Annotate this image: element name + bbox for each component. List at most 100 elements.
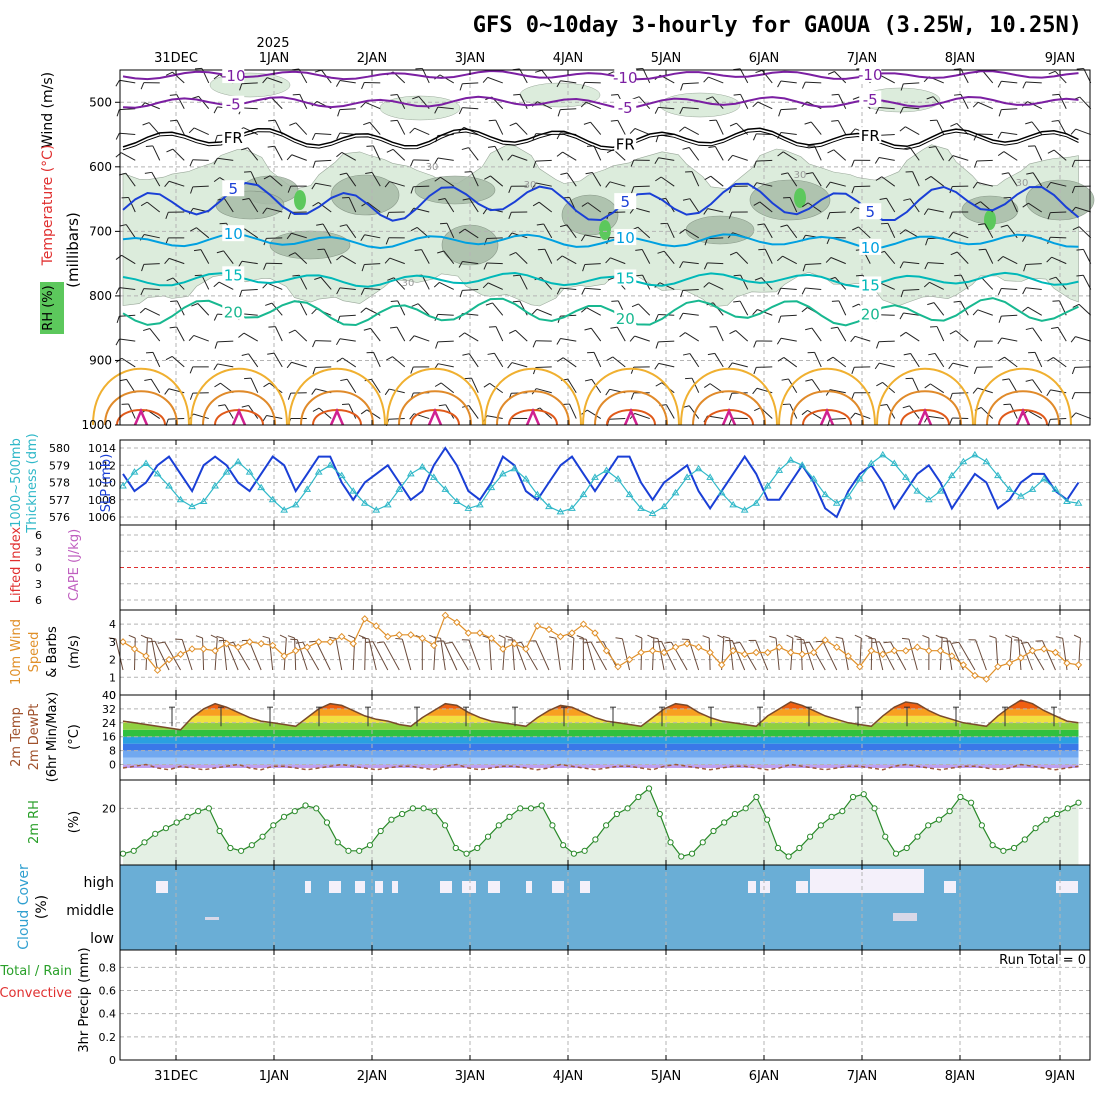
rh-label: 30 [524,180,537,191]
rh2m-marker [883,834,888,839]
x-label-bottom: 5JAN [651,1069,682,1084]
x-label-top: 6JAN [749,51,780,66]
wind-barb [266,238,282,239]
rh2m-marker [926,823,931,828]
rh2m-marker [1054,811,1059,816]
wind-barb-flag [611,301,618,302]
wind-barb-flag [268,120,275,121]
precip-tick-label: 0.6 [99,985,117,998]
isotherm-label: -5 [226,96,241,114]
wind-barb [977,160,993,161]
rh2m-marker [292,809,297,814]
x-label-bottom: 3JAN [455,1069,486,1084]
rh2m-marker [357,848,362,853]
rh2m-marker [679,854,684,859]
rh2m-marker [797,845,802,850]
rh2m-marker [571,851,576,856]
wind-barb-flag [293,94,300,95]
wind-barb-flag [513,275,520,276]
rh-blob [686,216,754,244]
isotherm-label: 5 [228,180,238,198]
rh2m-tick-label: 20 [102,802,116,815]
rh2m-marker [646,786,651,791]
wind-barb-flag [816,641,823,642]
rh2m-marker [475,845,480,850]
temp-tick-label: 24 [102,717,116,730]
rh2m-marker [271,823,276,828]
rh-peak [984,210,996,230]
rh2m-marker [400,811,405,816]
temp-tick-label: 8 [109,745,116,758]
temp-tick-label: 0 [109,759,116,772]
rh2m-marker [850,794,855,799]
cloud-gap [440,881,452,893]
rh2m-marker [604,823,609,828]
x-label-top: 5JAN [651,51,682,66]
rh2m-marker [185,814,190,819]
temp-axis-label: 2m DewPt [27,704,42,771]
rh2m-marker [1044,817,1049,822]
rh2m-marker [979,823,984,828]
isotherm-label: 20 [224,304,243,322]
x-label-bottom: 31DEC [154,1069,198,1084]
rh-blob [415,176,495,204]
wind-barb-flag [1077,69,1084,70]
rh2m-marker [496,823,501,828]
rh2m-marker [732,811,737,816]
rh2m-marker [120,851,125,856]
wind-barb-flag [979,249,986,250]
wind-barb-flag [579,639,586,640]
run-total-label: Run Total = 0 [999,953,1086,968]
rh2m-marker [593,837,598,842]
wind-barb-flag [734,94,741,95]
temp-color-band [120,723,1090,730]
rh2m-marker [668,840,673,845]
cloud-gap [552,881,564,893]
rh2m-marker [432,809,437,814]
rh2m-marker [947,809,952,814]
rh2m-marker [657,811,662,816]
cloud-gap [760,881,770,893]
rh2m-marker [743,806,748,811]
wind-barb-flag [148,641,155,642]
temp-color-band [120,751,1090,758]
isotherm-label: -10 [613,69,638,87]
rh2m-marker [539,803,544,808]
y-tick-label: 700 [89,224,112,238]
wind-tick-label: 1 [109,671,116,684]
chart-title: GFS 0~10day 3-hourly for GAOUA (3.25W, 1… [473,13,1082,38]
rh2m-marker [142,840,147,845]
rh2m-marker [990,843,995,848]
li-tick-label: 0 [35,562,42,575]
wind10m-axis-label: & Barbs [45,626,60,678]
rh2m-marker [1022,837,1027,842]
wind-barb-flag [954,94,961,95]
rh2m-marker [904,845,909,850]
isotherm-label: 10 [224,225,243,243]
li-tick-label: 6 [35,529,42,542]
rh-label: 30 [794,170,807,181]
rh-label: 30 [402,278,415,289]
rh2m-marker [131,848,136,853]
rh2m-marker [260,834,265,839]
rh2m-marker [969,800,974,805]
temperature-axis-label: Temperature (°C) [40,145,56,267]
wind10m-axis-label: (m/s) [67,635,82,669]
rh2m-marker [915,834,920,839]
wind-barb [634,186,650,187]
x-label-top: 2JAN [357,51,388,66]
rh2m-marker [614,811,619,816]
rh2m-marker [453,845,458,850]
wind10m-axis-label: 10m Wind [9,619,24,685]
cloud-tick-label: middle [66,903,114,919]
rh2m-marker [636,794,641,799]
rh2m-marker [163,826,168,831]
isotherm-label: 15 [616,269,635,287]
rh2m-marker [1065,806,1070,811]
rh2m-marker [421,806,426,811]
rh2m-marker [238,848,243,853]
rh2m-marker [893,851,898,856]
temp-tick-label: 16 [102,731,116,744]
rh2m-marker [550,823,555,828]
